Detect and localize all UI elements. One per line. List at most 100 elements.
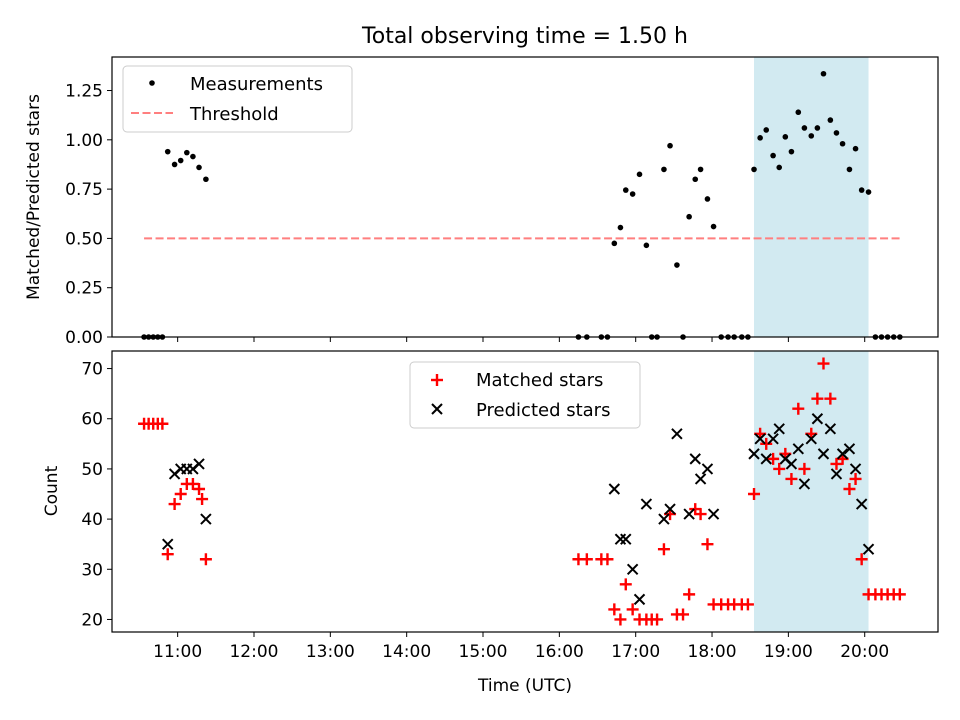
x-tick-label: 11:00: [153, 642, 202, 662]
matched-stars-point: [683, 588, 696, 601]
measurements-point: [846, 166, 853, 173]
measurements-point: [833, 130, 840, 136]
ratio-y-tick-label: 1.00: [65, 131, 103, 151]
measurements-point: [858, 187, 865, 193]
matched-stars-point: [798, 462, 811, 475]
measurements-point: [674, 262, 680, 268]
predicted-stars-point: [683, 508, 695, 520]
legend-marker-matched: [431, 374, 443, 386]
ratio-y-tick-label: 1.25: [65, 82, 103, 102]
predicted-stars-point: [767, 433, 779, 445]
measurements-point: [865, 189, 872, 195]
count-y-tick-label: 20: [81, 610, 103, 630]
matched-stars-point: [168, 498, 181, 511]
ratio-y-axis: 0.00 0.25 0.50 0.75 1.00 1.25: [65, 82, 112, 348]
measurements-point: [852, 145, 859, 152]
measurements-point: [184, 149, 190, 156]
matched-stars-point: [174, 488, 187, 501]
matched-stars-point: [161, 548, 174, 561]
count-y-tick-label: 60: [81, 410, 103, 430]
measurements-point: [177, 157, 184, 164]
count-y-tick-label: 30: [81, 560, 103, 580]
measurements-point: [770, 152, 776, 159]
matched-stars-point: [651, 613, 664, 626]
measurements-point: [782, 134, 789, 140]
predicted-stars-point: [798, 478, 811, 490]
matched-stars-point: [893, 588, 906, 601]
matched-stars-point: [741, 598, 754, 611]
measurements-point: [704, 196, 711, 202]
predicted-stars-point: [748, 448, 760, 460]
count-panel: 20 30 40 50 60 70 11:00 12:00 13:00 14:00 15:00 16…: [42, 350, 939, 696]
matched-stars-point: [186, 477, 199, 490]
ratio-legend: Measurements Threshold: [122, 65, 353, 133]
ratio-observing-window: [754, 57, 869, 337]
matched-stars-point: [657, 543, 670, 556]
measurements-point: [636, 171, 643, 178]
predicted-stars-point: [694, 473, 707, 485]
x-tick-label: 16:00: [535, 642, 584, 662]
predicted-stars-point: [633, 593, 646, 606]
matched-stars-point: [601, 553, 614, 566]
predicted-stars-point: [824, 423, 837, 435]
measurements-point: [667, 142, 673, 149]
matched-stars-point: [830, 457, 843, 470]
ratio-panel: 0.00 0.25 0.50 0.75 1.00 1.25 Matched/Predict…: [24, 56, 939, 348]
predicted-stars-point: [855, 498, 868, 510]
matched-stars-point: [773, 462, 786, 475]
ratio-x-ticks: [177, 337, 866, 342]
matched-stars-point: [626, 603, 639, 616]
predicted-stars-point: [785, 458, 798, 470]
x-tick-label: 15:00: [459, 642, 508, 662]
matched-stars-point: [614, 613, 627, 626]
count-y-axis: 20 30 40 50 60 70: [81, 360, 112, 630]
matched-stars-point: [619, 578, 632, 591]
legend-marker-predicted: [431, 403, 443, 415]
count-observing-window: [754, 351, 869, 632]
predicted-stars-point: [658, 513, 670, 525]
measurements-point: [839, 140, 846, 147]
measurements-point: [757, 135, 763, 141]
predicted-stars-point: [689, 453, 701, 465]
measurements-point: [710, 223, 717, 230]
measurements-point: [697, 166, 704, 173]
matched-stars-point: [580, 553, 593, 566]
measurements-point: [820, 70, 827, 77]
matched-stars-point: [694, 508, 707, 521]
predicted-stars-point: [811, 413, 824, 425]
predicted-stars-point: [664, 503, 676, 515]
ratio-y-axis-label: Matched/Predicted stars: [24, 94, 44, 300]
measurements-point: [622, 187, 629, 193]
predicted-stars-point: [162, 538, 174, 550]
ratio-y-tick-label: 0.75: [65, 180, 103, 200]
matched-stars-point: [199, 553, 212, 566]
measurements-point: [751, 166, 757, 173]
predicted-stars-point: [640, 498, 653, 510]
count-plot-frame: [111, 350, 939, 633]
predicted-stars-point: [817, 448, 830, 460]
measurements-point: [164, 148, 171, 155]
ratio-y-tick-label: 0.25: [65, 279, 103, 299]
measurements-point: [686, 213, 692, 220]
matched-stars-point: [748, 488, 761, 501]
matched-stars-point: [849, 472, 862, 485]
x-tick-label: 20:00: [840, 642, 889, 662]
predicted-stars-point: [608, 483, 621, 495]
x-tick-label: 12:00: [229, 642, 278, 662]
measurements-point: [643, 242, 650, 249]
measurements-point: [196, 164, 202, 171]
legend-marker-measurements: [149, 80, 155, 86]
matched-stars-point: [817, 357, 830, 370]
x-tick-label: 13:00: [306, 642, 355, 662]
predicted-stars-point: [830, 468, 843, 480]
predicted-stars-point: [843, 443, 856, 455]
measurements-point: [611, 240, 618, 247]
predicted-stars-point: [773, 423, 785, 435]
predicted-stars-point: [836, 448, 849, 460]
predicted-stars-point: [792, 443, 805, 455]
matched-stars-point: [677, 608, 690, 621]
x-tick-label: 18:00: [688, 642, 737, 662]
predicted-stars-point: [754, 433, 766, 445]
matched-stars-point: [196, 493, 209, 506]
predicted-stars-point: [200, 513, 212, 525]
